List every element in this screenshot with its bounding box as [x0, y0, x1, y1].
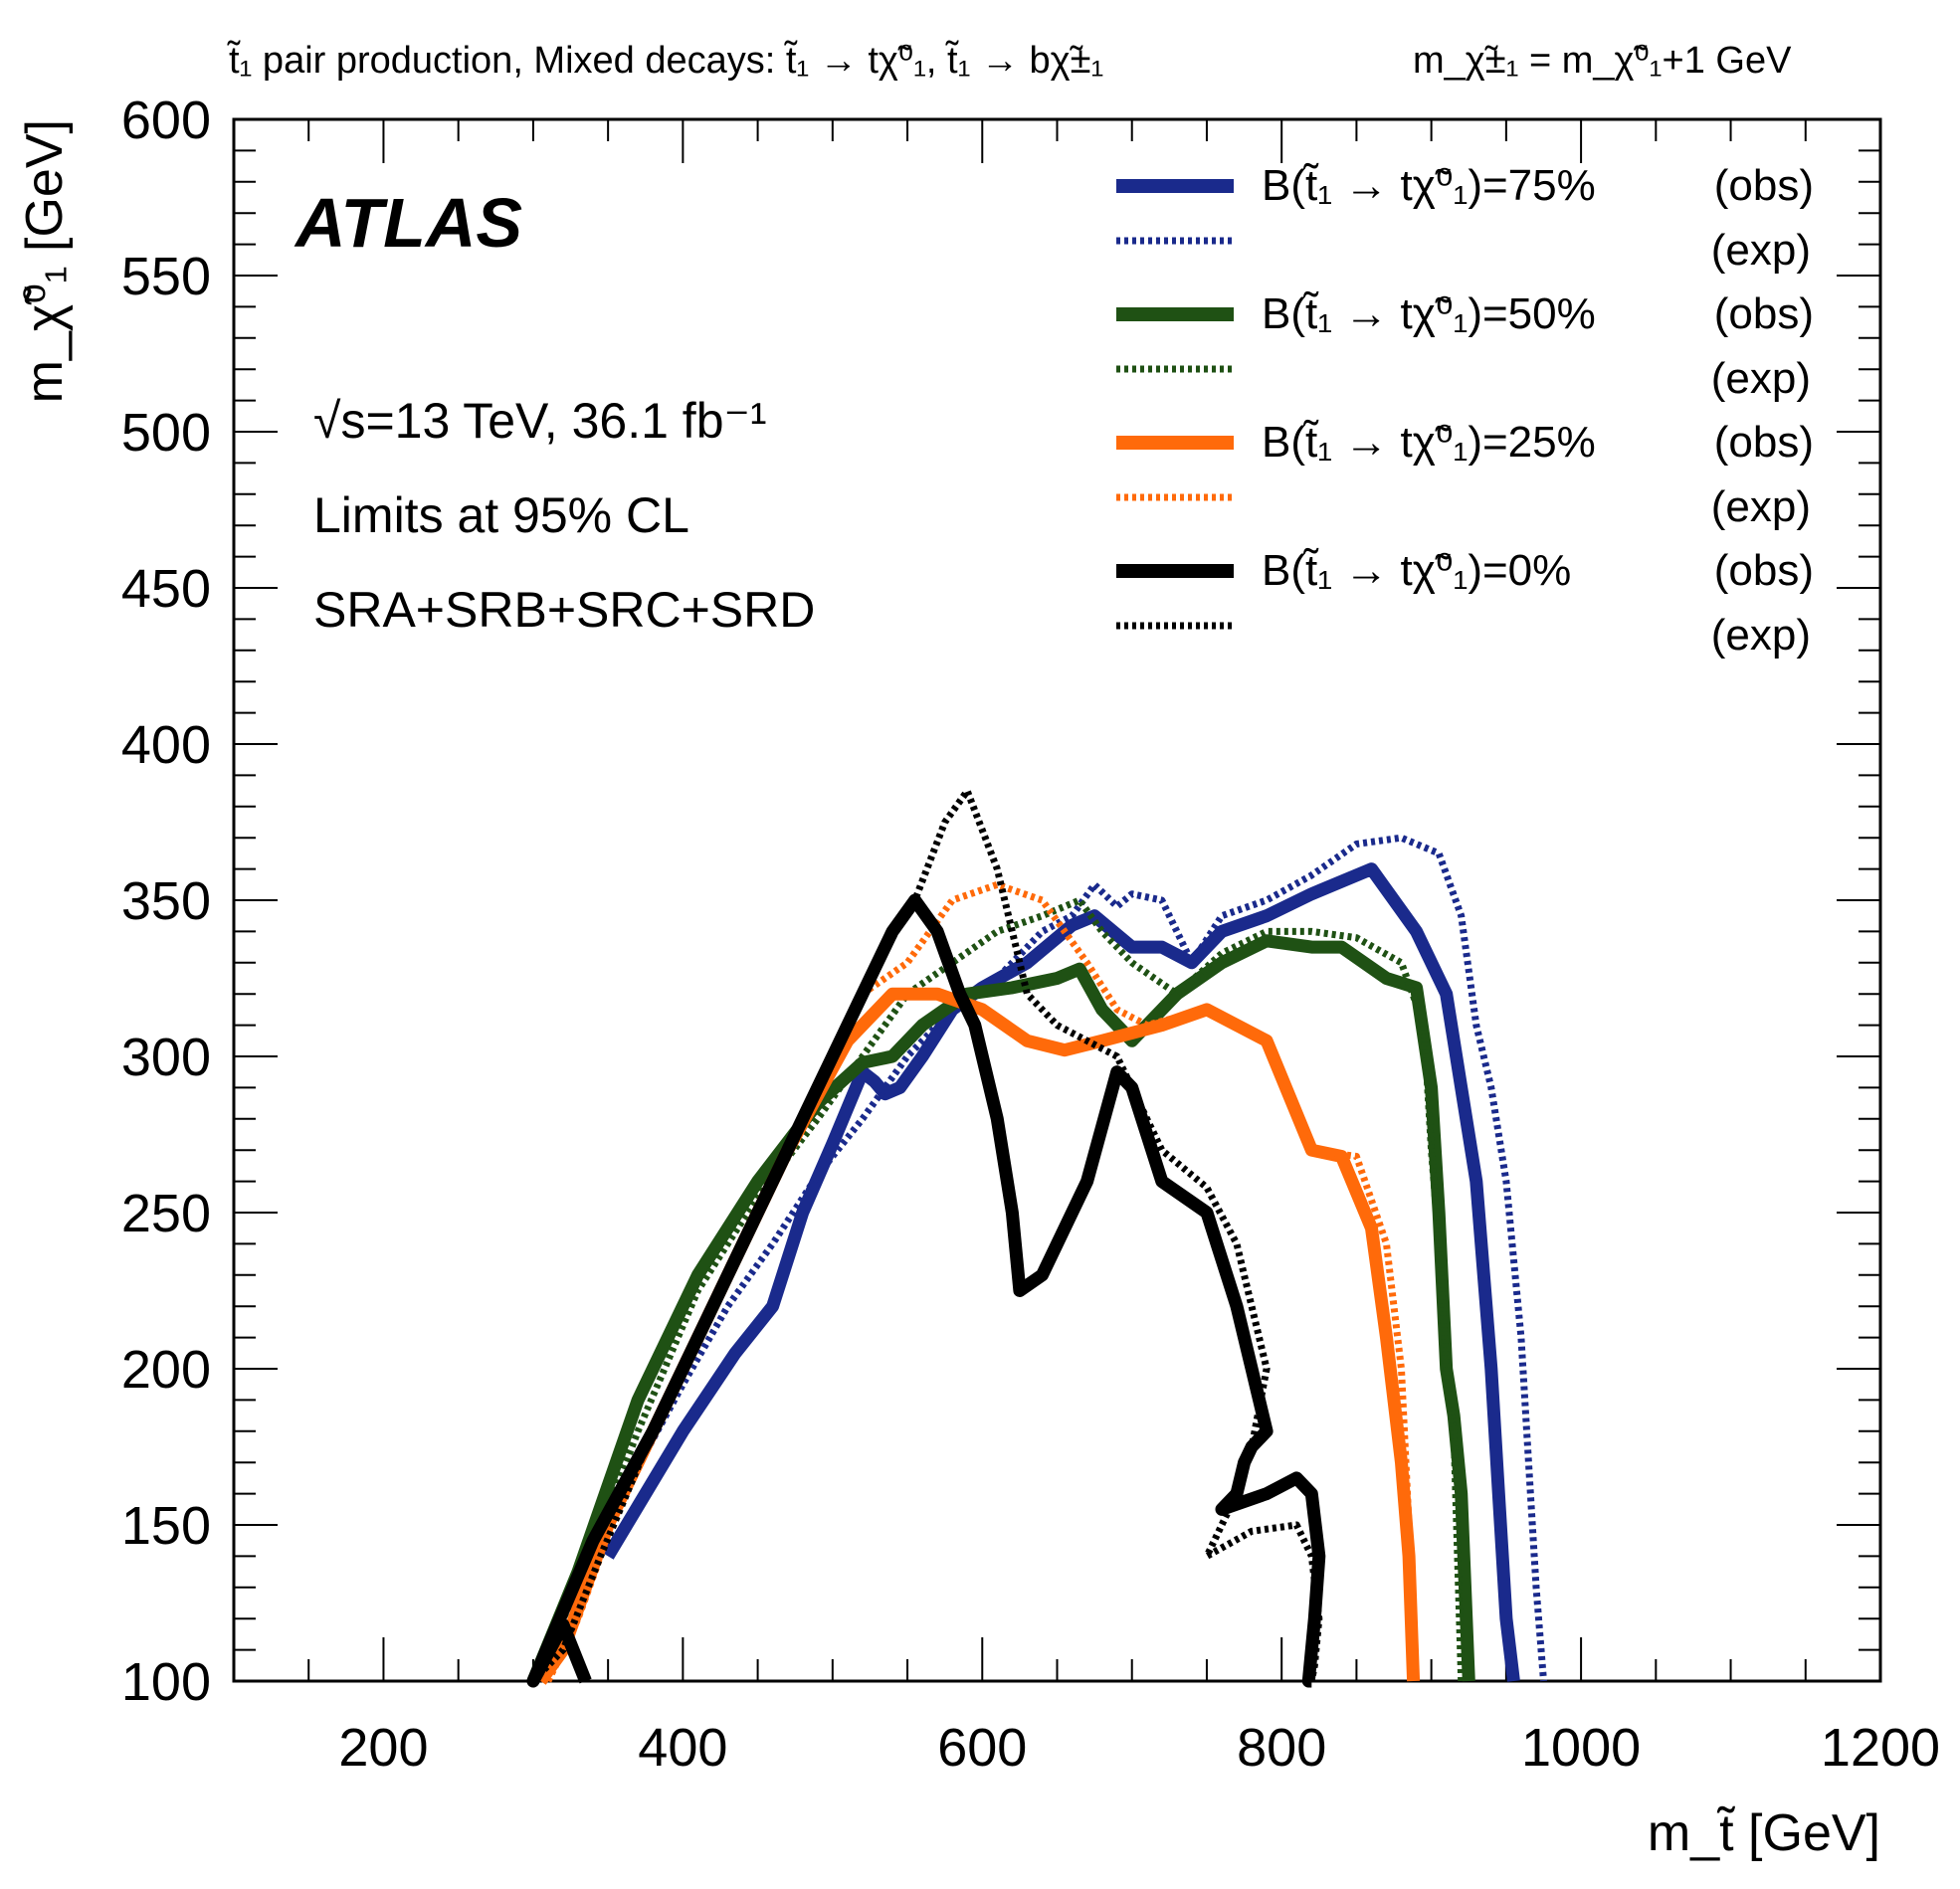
mass-relation: m_χ̃±₁ = m_χ̃⁰₁+1 GeV	[1413, 40, 1792, 82]
legend-exp-tag: (exp)	[1711, 226, 1811, 275]
x-tick-label: 200	[338, 1718, 428, 1778]
legend: B(t̃₁ → tχ̃⁰₁)=75% (obs) (exp) B(t̃₁ → tχ̃⁰…	[1116, 161, 1814, 660]
legend-exp-tag: (exp)	[1711, 482, 1811, 531]
y-tick-label: 100	[121, 1652, 211, 1712]
legend-exp-tag: (exp)	[1711, 611, 1811, 660]
y-tick-label: 350	[121, 871, 211, 931]
limit-curve-0pct-exp	[530, 787, 1323, 1684]
y-tick-label: 550	[121, 247, 211, 306]
axis-ticks: 200 400 600 800 1000 1200 100 150 200 250 300 350 40…	[121, 91, 1940, 1778]
legend-obs-tag: (obs)	[1714, 161, 1814, 210]
y-tick-label: 450	[121, 559, 211, 619]
legend-label: B(t̃₁ → tχ̃⁰₁)=0%	[1262, 546, 1571, 595]
energy-lumi-label: √s=13 TeV, 36.1 fb⁻¹	[313, 393, 767, 449]
signal-regions-label: SRA+SRB+SRC+SRD	[313, 582, 815, 638]
limit-curve-0pct-obs	[526, 893, 1326, 1688]
chart-title: t̃₁ pair production, Mixed decays: t̃₁ →…	[227, 40, 1104, 82]
y-tick-label: 250	[121, 1184, 211, 1243]
legend-label: B(t̃₁ → tχ̃⁰₁)=75%	[1262, 161, 1596, 210]
legend-obs-tag: (obs)	[1714, 289, 1814, 338]
legend-label: B(t̃₁ → tχ̃⁰₁)=25%	[1262, 418, 1596, 467]
experiment-label: ATLAS	[294, 184, 522, 262]
limit-curves	[526, 787, 1547, 1688]
legend-obs-tag: (obs)	[1714, 418, 1814, 467]
x-tick-label: 400	[638, 1718, 727, 1778]
y-tick-label: 400	[121, 715, 211, 775]
x-tick-label: 1200	[1821, 1718, 1940, 1778]
y-axis-label: m_χ̃⁰₁ [GeV]	[16, 119, 74, 403]
x-tick-label: 600	[937, 1718, 1027, 1778]
y-tick-label: 150	[121, 1496, 211, 1556]
limit-curve-75pct-exp	[620, 834, 1547, 1682]
legend-exp-tag: (exp)	[1711, 354, 1811, 403]
legend-obs-tag: (obs)	[1714, 546, 1814, 595]
cl-label: Limits at 95% CL	[313, 487, 689, 543]
y-tick-label: 200	[121, 1340, 211, 1400]
x-tick-label: 1000	[1521, 1718, 1641, 1778]
y-tick-label: 600	[121, 91, 211, 150]
x-axis-label: m_t̃ [GeV]	[1648, 1804, 1880, 1862]
y-tick-label: 300	[121, 1028, 211, 1087]
y-tick-label: 500	[121, 403, 211, 463]
x-tick-label: 800	[1237, 1718, 1326, 1778]
legend-label: B(t̃₁ → tχ̃⁰₁)=50%	[1262, 289, 1596, 338]
